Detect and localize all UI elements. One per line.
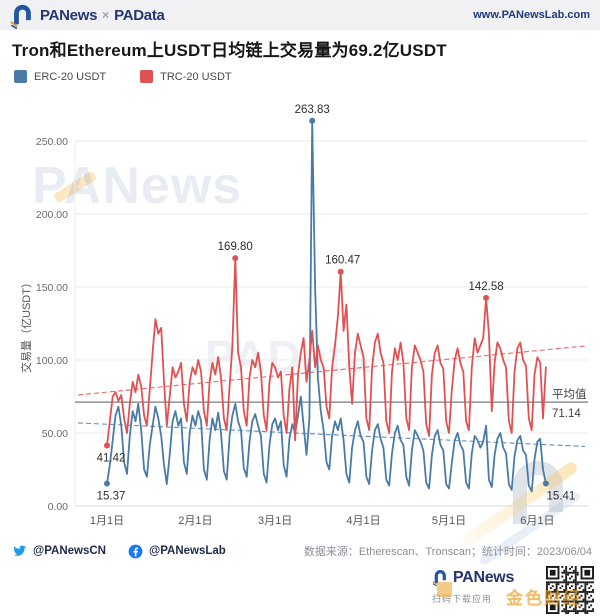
facebook-account[interactable]: @PANewsLab bbox=[128, 544, 226, 559]
twitter-icon bbox=[13, 545, 27, 556]
series-line-trc20 bbox=[106, 257, 547, 447]
average-value: 71.14 bbox=[552, 408, 581, 420]
annotation-dot bbox=[104, 442, 110, 449]
twitter-handle: @PANewsCN bbox=[33, 545, 106, 557]
annotation-dot bbox=[232, 255, 239, 262]
annotation-dot bbox=[104, 480, 110, 487]
x-tick-label: 5月1日 bbox=[432, 515, 466, 527]
qr-code bbox=[546, 566, 594, 614]
y-tick-label: 50.00 bbox=[42, 428, 68, 440]
average-label: 平均值 bbox=[552, 388, 587, 401]
annotation-dot bbox=[483, 294, 490, 301]
x-tick-label: 2月1日 bbox=[178, 515, 212, 527]
twitter-account[interactable]: @PANewsCN bbox=[12, 544, 106, 559]
annotation-label: 142.58 bbox=[468, 281, 503, 293]
y-tick-label: 150.00 bbox=[36, 282, 68, 294]
erc20-legend-label: ERC-20 USDT bbox=[34, 70, 107, 83]
annotation-label: 160.47 bbox=[325, 255, 360, 267]
brand-padata: PAData bbox=[114, 6, 165, 24]
download-tip-text: 扫码下载应用 bbox=[432, 594, 493, 604]
y-tick-label: 100.00 bbox=[36, 355, 68, 367]
facebook-handle: @PANewsLab bbox=[149, 545, 226, 557]
x-tick-label: 6月1日 bbox=[520, 515, 554, 527]
x-tick-label: 4月1日 bbox=[346, 515, 380, 527]
chart-legend: ERC-20 USDT TRC-20 USDT bbox=[14, 70, 232, 83]
site-url[interactable]: www.PANewsLab.com bbox=[473, 9, 590, 21]
data-source-text: 数据来源：Etherescan、Tronscan；统计时间：2023/06/04 bbox=[303, 546, 592, 558]
erc20-legend-swatch bbox=[14, 70, 27, 83]
annotation-label: 169.80 bbox=[218, 241, 253, 253]
annotation-label: 41.42 bbox=[97, 453, 126, 465]
trc20-legend-swatch bbox=[140, 70, 154, 83]
panews-logo-icon bbox=[10, 4, 31, 29]
annotation-dot bbox=[337, 268, 344, 275]
x-tick-label: 3月1日 bbox=[258, 515, 292, 527]
brand-panews: PANews bbox=[40, 6, 98, 24]
page-title: Tron和Ethereum上USDT日均链上交易量为69.2亿USDT bbox=[12, 41, 447, 60]
footer-row: @PANewsCN @PANewsLab 数据来源：Etherescan、Tro… bbox=[0, 540, 600, 562]
series-line-erc20 bbox=[106, 119, 547, 493]
trc20-legend-label: TRC-20 USDT bbox=[160, 70, 232, 83]
y-tick-label: 0.00 bbox=[48, 501, 69, 513]
trend-line-trc20 bbox=[77, 345, 586, 396]
panews-logo-icon-small bbox=[432, 570, 446, 587]
trend-line-erc20 bbox=[77, 422, 586, 448]
header-bar: PANews × PAData www.PANewsLab.com bbox=[0, 0, 600, 30]
download-cluster: PANews 扫码下载应用 bbox=[432, 568, 542, 605]
annotation-label: 15.41 bbox=[547, 491, 576, 503]
bottom-band: PANews 扫码下载应用 金色财经 bbox=[0, 564, 600, 616]
facebook-icon bbox=[128, 544, 143, 558]
usdt-volume-line-chart: 0.00 50.00 100.00 150.00 200.00 250.00 交易量（亿US… bbox=[19, 104, 588, 527]
annotation-label: 263.83 bbox=[295, 104, 330, 116]
legend-item-erc20: ERC-20 USDT bbox=[14, 70, 106, 83]
title-row: Tron和Ethereum上USDT日均链上交易量为69.2亿USDT bbox=[12, 36, 588, 61]
annotation-label: 15.37 bbox=[97, 491, 126, 503]
annotation-dot bbox=[309, 117, 316, 124]
y-axis-title: 交易量（亿USDT） bbox=[19, 277, 33, 373]
brand-cross: × bbox=[102, 8, 110, 22]
download-brand-text: PANews bbox=[453, 568, 515, 586]
x-tick-label: 1月1日 bbox=[90, 515, 124, 527]
y-tick-label: 200.00 bbox=[36, 209, 68, 221]
y-tick-label: 250.00 bbox=[36, 136, 68, 148]
legend-item-trc20: TRC-20 USDT bbox=[140, 70, 232, 83]
annotation-dot bbox=[542, 480, 549, 487]
